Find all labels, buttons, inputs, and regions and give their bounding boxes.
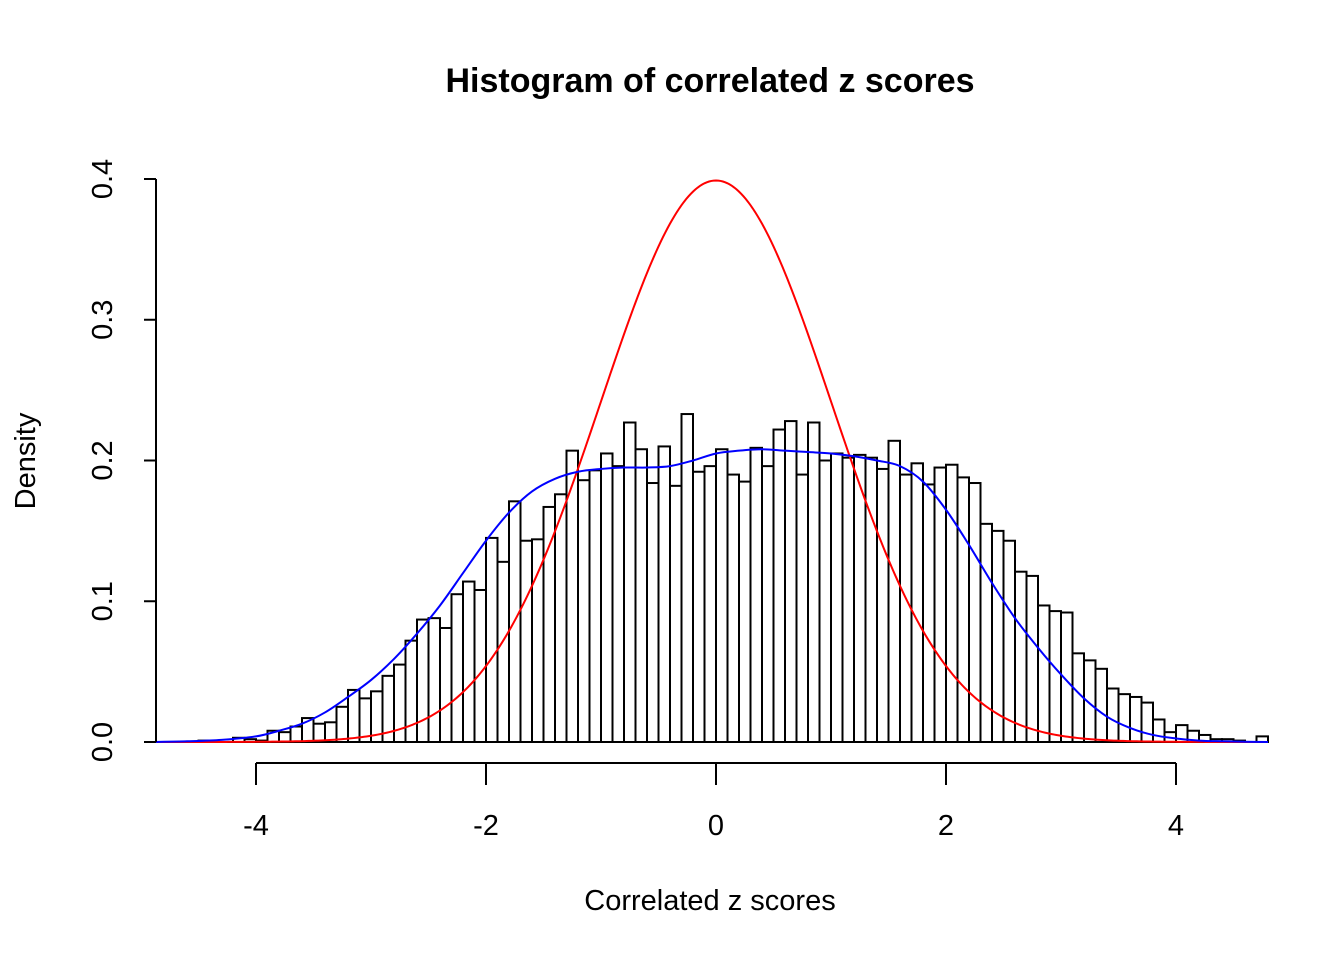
y-axis: 0.0 0.1 0.2 0.3 0.4 (87, 159, 157, 762)
histogram-bar (968, 482, 982, 743)
histogram-bar (1106, 687, 1120, 744)
histogram-bar (1037, 604, 1051, 743)
histogram-bar (1094, 667, 1108, 743)
histogram-bar (1117, 693, 1131, 744)
histogram-bar (692, 470, 706, 743)
histogram-bar (772, 428, 786, 743)
histogram-bar (312, 722, 326, 744)
histogram-bar (450, 593, 464, 744)
histogram-bar (956, 476, 970, 743)
y-tick-label: 0.2 (87, 440, 119, 480)
histogram-bar (623, 421, 637, 743)
histogram-bar (1140, 701, 1154, 744)
histogram-bar (818, 459, 832, 743)
x-tick-label: 0 (708, 810, 724, 842)
histogram-bar (657, 445, 671, 743)
histogram-bar (1002, 539, 1016, 743)
histogram-bar (669, 484, 683, 743)
histogram-bar (1129, 695, 1143, 744)
histogram-bar (761, 465, 775, 743)
histogram-bar (577, 479, 591, 743)
histogram-bar (841, 456, 855, 743)
y-tick-label: 0.4 (87, 159, 119, 199)
histogram-bar (784, 420, 798, 743)
histogram-bar (795, 473, 809, 743)
histogram-bar (289, 725, 303, 744)
histogram-bar (1152, 718, 1166, 743)
y-tick-label: 0.1 (87, 581, 119, 621)
histogram-bar (715, 448, 729, 743)
kde-density-curve (152, 448, 1269, 743)
histogram-bar (1014, 570, 1028, 743)
x-axis: -4 -2 0 2 4 (243, 762, 1184, 842)
histogram-bar (335, 705, 349, 743)
y-tick-label: 0.3 (87, 300, 119, 340)
histogram-bar (519, 539, 533, 743)
histogram-bars (197, 413, 1269, 744)
histogram-bar (531, 538, 545, 743)
x-tick-label: -2 (473, 810, 499, 842)
histogram-bar (439, 626, 453, 743)
histogram-bar (726, 473, 740, 743)
histogram-bar (910, 462, 924, 743)
histogram-bar (922, 483, 936, 743)
histogram-bar (554, 493, 568, 743)
histogram-bar (864, 456, 878, 743)
histogram-bar (542, 505, 556, 744)
histogram-bar (416, 618, 430, 743)
histogram-bar (634, 448, 648, 743)
histogram-bar (749, 446, 763, 743)
histogram-bar (611, 465, 625, 743)
y-tick-label: 0.0 (87, 722, 119, 762)
histogram-bar (1025, 574, 1039, 743)
histogram-bar (462, 580, 476, 743)
histogram-bar (945, 463, 959, 743)
histogram-bar (427, 617, 441, 744)
histogram-bar (887, 439, 901, 743)
x-tick-label: 2 (938, 810, 954, 842)
histogram-bar (600, 452, 614, 743)
x-axis-label: Correlated z scores (584, 885, 835, 917)
histogram-bar (473, 588, 487, 743)
histogram-bar (1048, 610, 1062, 743)
y-axis-label: Density (10, 412, 42, 509)
x-tick-label: 4 (1168, 810, 1184, 842)
histogram-bar (830, 452, 844, 743)
histogram-bar (703, 465, 717, 743)
histogram-bar (738, 480, 752, 743)
chart-title: Histogram of correlated z scores (445, 62, 974, 100)
histogram-bar (807, 421, 821, 743)
histogram-bar (646, 482, 660, 743)
histogram-bar (876, 467, 890, 743)
histogram-bar (347, 688, 361, 743)
histogram-bar (496, 560, 510, 744)
normal-density-curve (152, 179, 1268, 743)
histogram-bar (485, 536, 499, 743)
histogram-bar (991, 529, 1005, 744)
histogram-bar (588, 469, 602, 743)
x-tick-label: -4 (243, 810, 269, 842)
